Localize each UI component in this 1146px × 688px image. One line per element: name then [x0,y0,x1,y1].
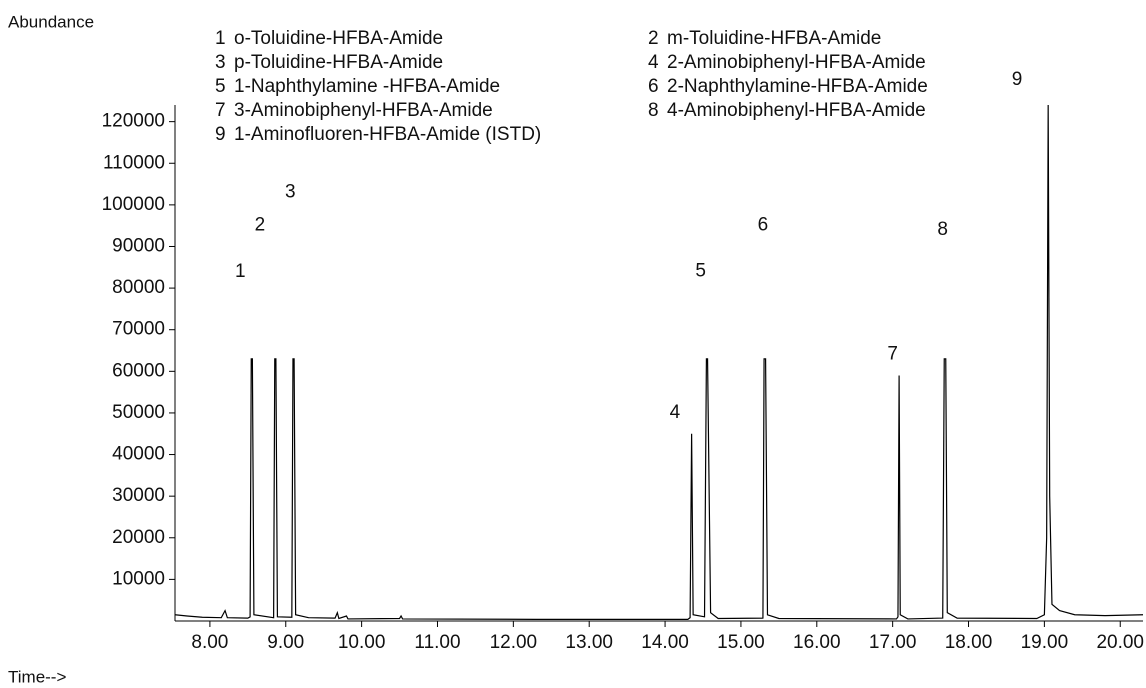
x-tick-label: 14.00 [641,632,689,653]
peak-label: 3 [285,181,296,202]
x-tick-label: 12.00 [490,632,538,653]
y-tick-label: 110000 [103,152,165,173]
y-tick-label: 120000 [102,111,165,132]
legend-number: 7 [215,100,226,121]
peak-label: 9 [1012,69,1023,90]
x-tick-label: 19.00 [1021,632,1069,653]
legend-name: 4-Aminobiphenyl-HFBA-Amide [667,100,926,121]
peak-label: 6 [758,215,769,236]
x-tick-label: 17.00 [869,632,917,653]
y-tick-label: 90000 [112,235,165,256]
x-tick-label: 16.00 [793,632,841,653]
y-tick-label: 80000 [112,277,165,298]
legend-number: 5 [215,76,226,97]
legend-name: 2-Aminobiphenyl-HFBA-Amide [667,52,926,73]
peak-label: 2 [255,215,266,236]
x-tick-label: 10.00 [338,632,386,653]
y-tick-label: 20000 [112,527,165,548]
trace [174,104,1144,620]
legend-name: p-Toluidine-HFBA-Amide [234,52,443,73]
legend-name: o-Toluidine-HFBA-Amide [234,28,443,49]
y-tick-label: 70000 [112,319,165,340]
x-tick-label: 15.00 [717,632,765,653]
legend-number: 4 [648,52,659,73]
y-tick-label: 40000 [112,444,165,465]
x-tick-label: 18.00 [945,632,993,653]
legend-number: 6 [648,76,659,97]
legend-name: 1-Aminofluoren-HFBA-Amide (ISTD) [234,124,541,145]
legend-number: 9 [215,124,226,145]
x-tick-label: 9.00 [267,632,304,653]
peak-label: 7 [887,344,898,365]
peak-label: 1 [235,261,246,282]
x-tick-label: 8.00 [191,632,228,653]
peak-label: 4 [670,402,681,423]
y-tick-label: 100000 [102,194,165,215]
y-tick-label: 50000 [112,402,165,423]
peak-label: 5 [695,260,706,281]
x-tick-label: 20.00 [1096,632,1144,653]
y-tick-label: 10000 [112,568,165,589]
y-tick-label: 30000 [112,485,165,506]
legend-name: 3-Aminobiphenyl-HFBA-Amide [234,100,493,121]
legend-number: 1 [215,28,226,49]
legend-name: 2-Naphthylamine-HFBA-Amide [667,76,928,97]
x-tick-label: 13.00 [565,632,613,653]
legend-number: 2 [648,28,659,49]
x-axis-label: Time--> [8,667,66,686]
y-axis-label: Abundance [8,12,94,31]
y-tick-label: 60000 [112,360,165,381]
legend-name: m-Toluidine-HFBA-Amide [667,28,881,49]
legend-name: 1-Naphthylamine -HFBA-Amide [234,76,500,97]
legend-number: 3 [215,52,226,73]
legend-number: 8 [648,100,659,121]
x-tick-label: 11.00 [414,632,460,653]
peak-label: 8 [937,219,948,240]
